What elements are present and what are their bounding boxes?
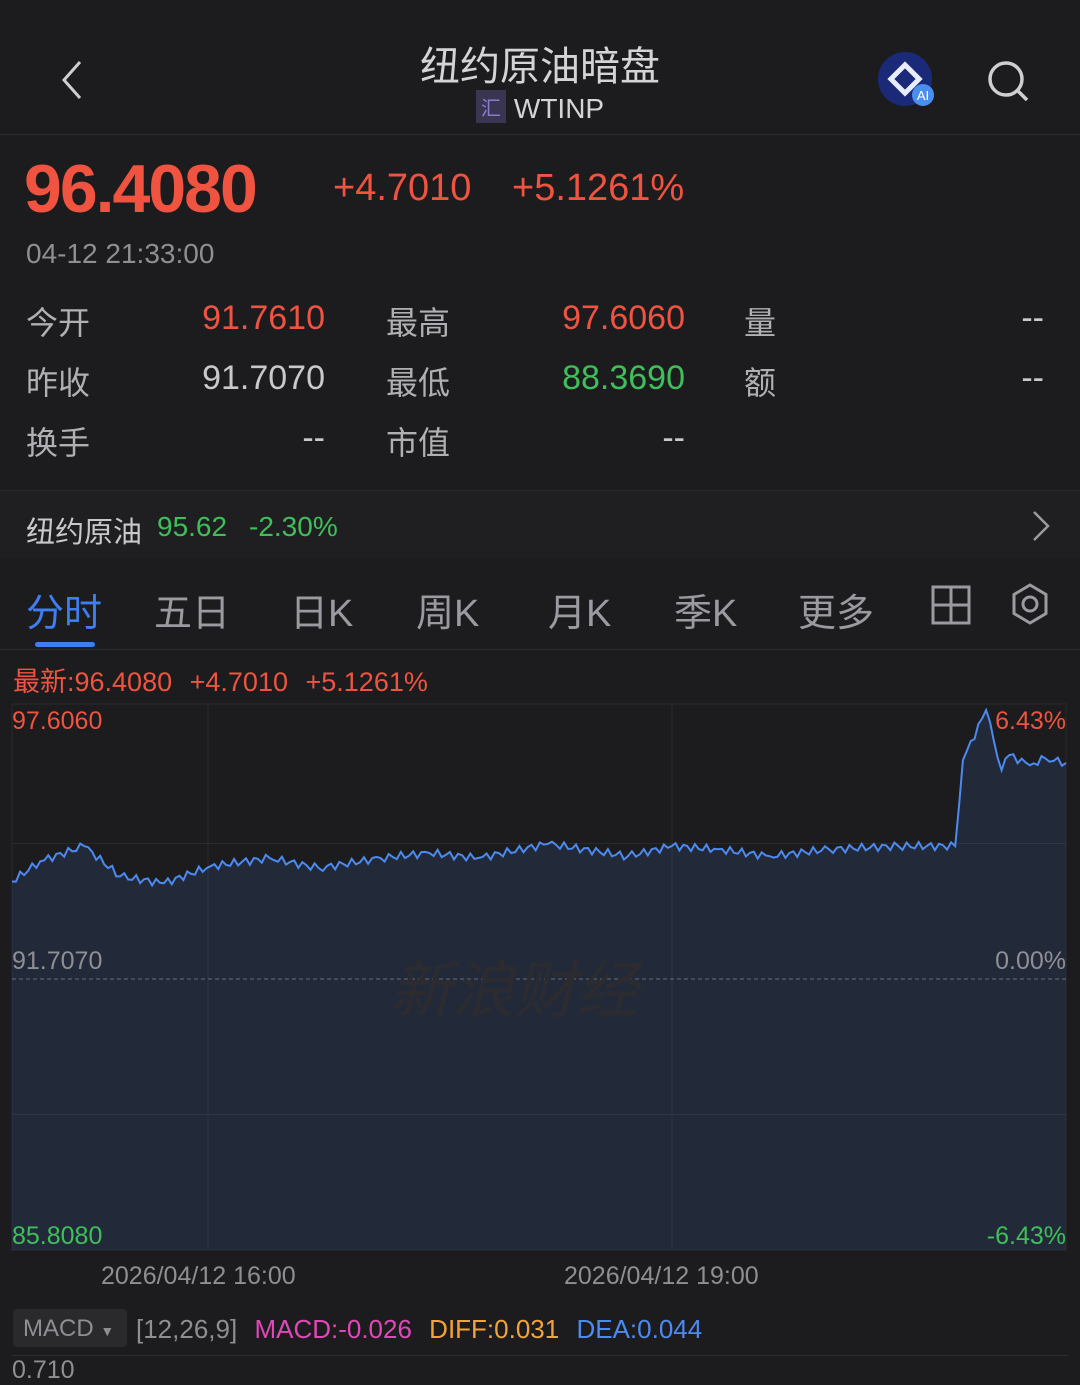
tab-4[interactable]: 月K bbox=[548, 582, 611, 637]
macd-values: [12,26,9] MACD:-0.026 DIFF:0.031 DEA:0.0… bbox=[136, 1314, 702, 1345]
chevron-right-icon bbox=[1030, 509, 1052, 543]
tab-0[interactable]: 分时 bbox=[26, 582, 102, 637]
dea-value: DEA:0.044 bbox=[576, 1314, 702, 1344]
stat-value: -- bbox=[302, 419, 325, 458]
stat-label: 额 bbox=[744, 358, 776, 404]
tab-3[interactable]: 周K bbox=[416, 582, 479, 637]
y-label-mid-pct: 0.00% bbox=[995, 947, 1066, 976]
chart-tabs: 分时五日 日K 周K 月K 季K 更多 bbox=[0, 558, 1080, 650]
chart-info: 最新:96.4080 +4.7010 +5.1261% bbox=[13, 660, 428, 699]
watermark: 新浪财经 bbox=[390, 940, 638, 1030]
tab-2[interactable]: 日K bbox=[290, 582, 353, 637]
stat-value: 88.3690 bbox=[562, 359, 685, 398]
stat-label: 今开 bbox=[26, 298, 90, 344]
y-label-bottom-pct: -6.43% bbox=[987, 1222, 1066, 1251]
stat-value: 97.6060 bbox=[562, 299, 685, 338]
symbol: WTINP bbox=[514, 93, 604, 124]
search-icon[interactable] bbox=[985, 58, 1031, 104]
stat-value: -- bbox=[1021, 359, 1044, 398]
x-tick-label: 2026/04/12 16:00 bbox=[101, 1262, 296, 1291]
chart-change: +4.7010 bbox=[190, 667, 288, 697]
related-change-pct: -2.30% bbox=[249, 511, 338, 543]
stat-value: 91.7610 bbox=[202, 299, 325, 338]
stat-value: -- bbox=[662, 419, 685, 458]
macd-params: [12,26,9] bbox=[136, 1314, 237, 1344]
macd-panel bbox=[12, 1355, 1068, 1385]
x-tick-label: 2026/04/12 19:00 bbox=[564, 1262, 759, 1291]
related-quote-row[interactable]: 纽约原油 95.62 -2.30% bbox=[0, 490, 1080, 558]
diff-value: DIFF:0.031 bbox=[429, 1314, 559, 1344]
y-label-bottom: 85.8080 bbox=[12, 1222, 102, 1251]
related-price: 95.62 bbox=[157, 511, 227, 543]
price-change-pct: +5.1261% bbox=[512, 167, 684, 210]
y-label-mid: 91.7070 bbox=[12, 947, 102, 976]
stat-value: -- bbox=[1021, 299, 1044, 338]
stat-label: 市值 bbox=[386, 418, 450, 464]
macd-axis-top: 0.710 bbox=[12, 1356, 75, 1385]
y-label-top-pct: 6.43% bbox=[995, 707, 1066, 736]
price-change: +4.7010 bbox=[333, 167, 471, 210]
indicator-selector-label: MACD bbox=[23, 1315, 94, 1342]
stat-label: 昨收 bbox=[26, 358, 90, 404]
quote-time: 04-12 21:33:00 bbox=[26, 238, 214, 270]
settings-icon[interactable] bbox=[1008, 582, 1052, 626]
active-tab-indicator bbox=[35, 642, 95, 647]
tab-1[interactable]: 五日 bbox=[154, 582, 230, 637]
chart-change-pct: +5.1261% bbox=[306, 667, 428, 697]
stat-label: 最低 bbox=[386, 358, 450, 404]
tab-6[interactable]: 更多 bbox=[798, 582, 874, 637]
tab-5[interactable]: 季K bbox=[674, 582, 737, 637]
stat-label: 量 bbox=[744, 298, 776, 344]
last-price: 96.4080 bbox=[24, 150, 256, 228]
stat-value: 91.7070 bbox=[202, 359, 325, 398]
chart-latest: 最新:96.4080 bbox=[13, 667, 172, 697]
indicator-selector[interactable]: MACD ▼ bbox=[13, 1309, 127, 1347]
dropdown-arrow-icon: ▼ bbox=[100, 1323, 114, 1339]
y-label-top: 97.6060 bbox=[12, 707, 102, 736]
svg-text:AI: AI bbox=[917, 88, 929, 103]
ai-assistant-icon[interactable]: AI bbox=[878, 52, 938, 108]
macd-value: MACD:-0.026 bbox=[254, 1314, 412, 1344]
stat-label: 最高 bbox=[386, 298, 450, 344]
grid-layout-icon[interactable] bbox=[930, 584, 972, 626]
related-name: 纽约原油 bbox=[26, 509, 142, 551]
exchange-badge: 汇 bbox=[476, 90, 506, 123]
stat-label: 换手 bbox=[26, 418, 90, 464]
